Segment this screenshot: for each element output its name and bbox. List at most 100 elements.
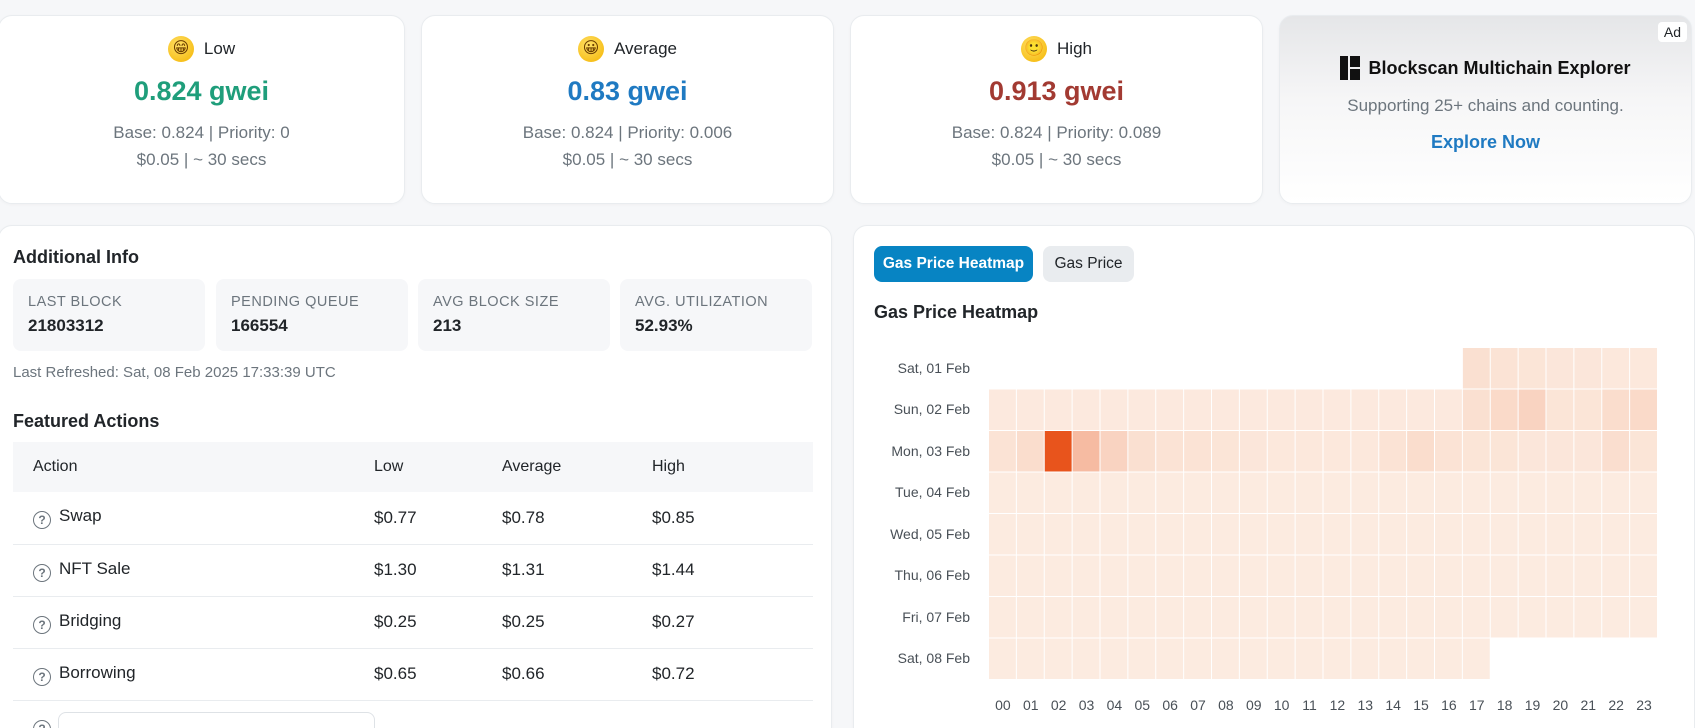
custom-gas-limit-input[interactable] <box>58 712 375 728</box>
heatmap-cell[interactable] <box>989 555 1016 597</box>
heatmap-cell[interactable] <box>1100 472 1128 514</box>
heatmap-cell[interactable] <box>1184 389 1211 431</box>
heatmap-cell[interactable] <box>1044 555 1072 597</box>
heatmap-cell[interactable] <box>1630 389 1657 431</box>
heatmap-cell[interactable] <box>1016 472 1044 514</box>
heatmap-cell[interactable] <box>1435 555 1462 597</box>
heatmap-cell[interactable] <box>1435 431 1462 472</box>
heatmap-cell[interactable] <box>1100 389 1128 431</box>
heatmap-cell[interactable] <box>1351 514 1379 555</box>
heatmap-cell[interactable] <box>1184 597 1211 638</box>
heatmap-cell[interactable] <box>1435 597 1462 638</box>
heatmap-cell[interactable] <box>1435 638 1462 680</box>
heatmap-cell[interactable] <box>1072 555 1100 597</box>
heatmap-cell[interactable] <box>1351 472 1379 514</box>
heatmap-cell[interactable] <box>1407 597 1434 638</box>
heatmap-cell[interactable] <box>1435 389 1462 431</box>
heatmap-cell[interactable] <box>1212 431 1239 472</box>
heatmap-cell[interactable] <box>1462 555 1490 597</box>
heatmap-cell[interactable] <box>989 597 1016 638</box>
question-circle-icon[interactable]: ? <box>33 563 51 582</box>
tab-gas-price[interactable]: Gas Price <box>1043 246 1134 282</box>
heatmap-cell[interactable] <box>1630 472 1657 514</box>
heatmap-cell[interactable] <box>1379 555 1407 597</box>
heatmap-cell[interactable] <box>1462 389 1490 431</box>
heatmap-cell[interactable] <box>1630 555 1657 597</box>
heatmap-cell[interactable] <box>1212 514 1239 555</box>
heatmap-cell[interactable] <box>1212 638 1239 680</box>
heatmap-cell[interactable] <box>1490 389 1518 431</box>
heatmap-cell[interactable] <box>1546 472 1574 514</box>
heatmap-cell[interactable] <box>989 431 1016 472</box>
heatmap-cell[interactable] <box>1184 514 1211 555</box>
heatmap-cell[interactable] <box>1100 597 1128 638</box>
heatmap-cell[interactable] <box>1630 514 1657 555</box>
heatmap-cell[interactable] <box>1267 555 1295 597</box>
heatmap-cell[interactable] <box>989 514 1016 555</box>
heatmap-cell[interactable] <box>1546 514 1574 555</box>
question-circle-icon[interactable]: ? <box>33 667 51 686</box>
heatmap-cell[interactable] <box>1267 638 1295 680</box>
heatmap-cell[interactable] <box>1072 514 1100 555</box>
heatmap-cell[interactable] <box>1156 431 1184 472</box>
heatmap-cell[interactable] <box>1239 597 1267 638</box>
heatmap-cell[interactable] <box>1518 555 1546 597</box>
heatmap-cell[interactable] <box>1156 389 1184 431</box>
heatmap-cell[interactable] <box>1602 389 1630 431</box>
heatmap-cell[interactable] <box>1518 348 1546 389</box>
heatmap-cell[interactable] <box>1128 431 1156 472</box>
heatmap-cell[interactable] <box>1100 431 1128 472</box>
question-circle-icon[interactable]: ? <box>33 615 51 634</box>
heatmap-cell[interactable] <box>1072 638 1100 680</box>
heatmap-cell[interactable] <box>1546 389 1574 431</box>
heatmap-cell[interactable] <box>1518 472 1546 514</box>
heatmap-cell[interactable] <box>1351 638 1379 680</box>
heatmap-cell[interactable] <box>1407 638 1434 680</box>
heatmap-cell[interactable] <box>1239 472 1267 514</box>
heatmap-cell[interactable] <box>1574 431 1602 472</box>
heatmap-cell[interactable] <box>1630 431 1657 472</box>
heatmap-cell[interactable] <box>1184 555 1211 597</box>
heatmap-cell[interactable] <box>1379 597 1407 638</box>
heatmap-cell[interactable] <box>1044 597 1072 638</box>
heatmap-cell[interactable] <box>1128 514 1156 555</box>
heatmap-cell[interactable] <box>1351 597 1379 638</box>
heatmap-cell[interactable] <box>1044 431 1072 472</box>
heatmap-cell[interactable] <box>1351 431 1379 472</box>
heatmap-cell[interactable] <box>1016 638 1044 680</box>
heatmap-cell[interactable] <box>1044 514 1072 555</box>
heatmap-cell[interactable] <box>1239 555 1267 597</box>
heatmap-cell[interactable] <box>1100 514 1128 555</box>
heatmap-cell[interactable] <box>1295 472 1323 514</box>
heatmap-cell[interactable] <box>1546 597 1574 638</box>
heatmap-cell[interactable] <box>1462 431 1490 472</box>
heatmap-cell[interactable] <box>1462 472 1490 514</box>
heatmap-cell[interactable] <box>1239 431 1267 472</box>
heatmap-cell[interactable] <box>1239 638 1267 680</box>
heatmap-cell[interactable] <box>1295 389 1323 431</box>
heatmap-cell[interactable] <box>1072 389 1100 431</box>
heatmap-cell[interactable] <box>1267 514 1295 555</box>
heatmap-cell[interactable] <box>1267 597 1295 638</box>
heatmap-cell[interactable] <box>1630 348 1657 389</box>
heatmap-cell[interactable] <box>1379 514 1407 555</box>
heatmap-cell[interactable] <box>1323 597 1351 638</box>
heatmap-cell[interactable] <box>1128 389 1156 431</box>
heatmap-cell[interactable] <box>1351 389 1379 431</box>
heatmap-cell[interactable] <box>1546 348 1574 389</box>
heatmap-cell[interactable] <box>1490 514 1518 555</box>
heatmap-cell[interactable] <box>1490 472 1518 514</box>
explore-now-link[interactable]: Explore Now <box>1430 132 1541 152</box>
heatmap-cell[interactable] <box>1156 638 1184 680</box>
heatmap-cell[interactable] <box>1184 472 1211 514</box>
heatmap-cell[interactable] <box>1323 555 1351 597</box>
heatmap-cell[interactable] <box>989 638 1016 680</box>
heatmap-cell[interactable] <box>1602 555 1630 597</box>
heatmap-cell[interactable] <box>1630 597 1657 638</box>
heatmap-cell[interactable] <box>1462 597 1490 638</box>
heatmap-cell[interactable] <box>1267 472 1295 514</box>
heatmap-cell[interactable] <box>1267 431 1295 472</box>
heatmap-cell[interactable] <box>1267 389 1295 431</box>
heatmap-cell[interactable] <box>1100 555 1128 597</box>
heatmap-cell[interactable] <box>1602 348 1630 389</box>
